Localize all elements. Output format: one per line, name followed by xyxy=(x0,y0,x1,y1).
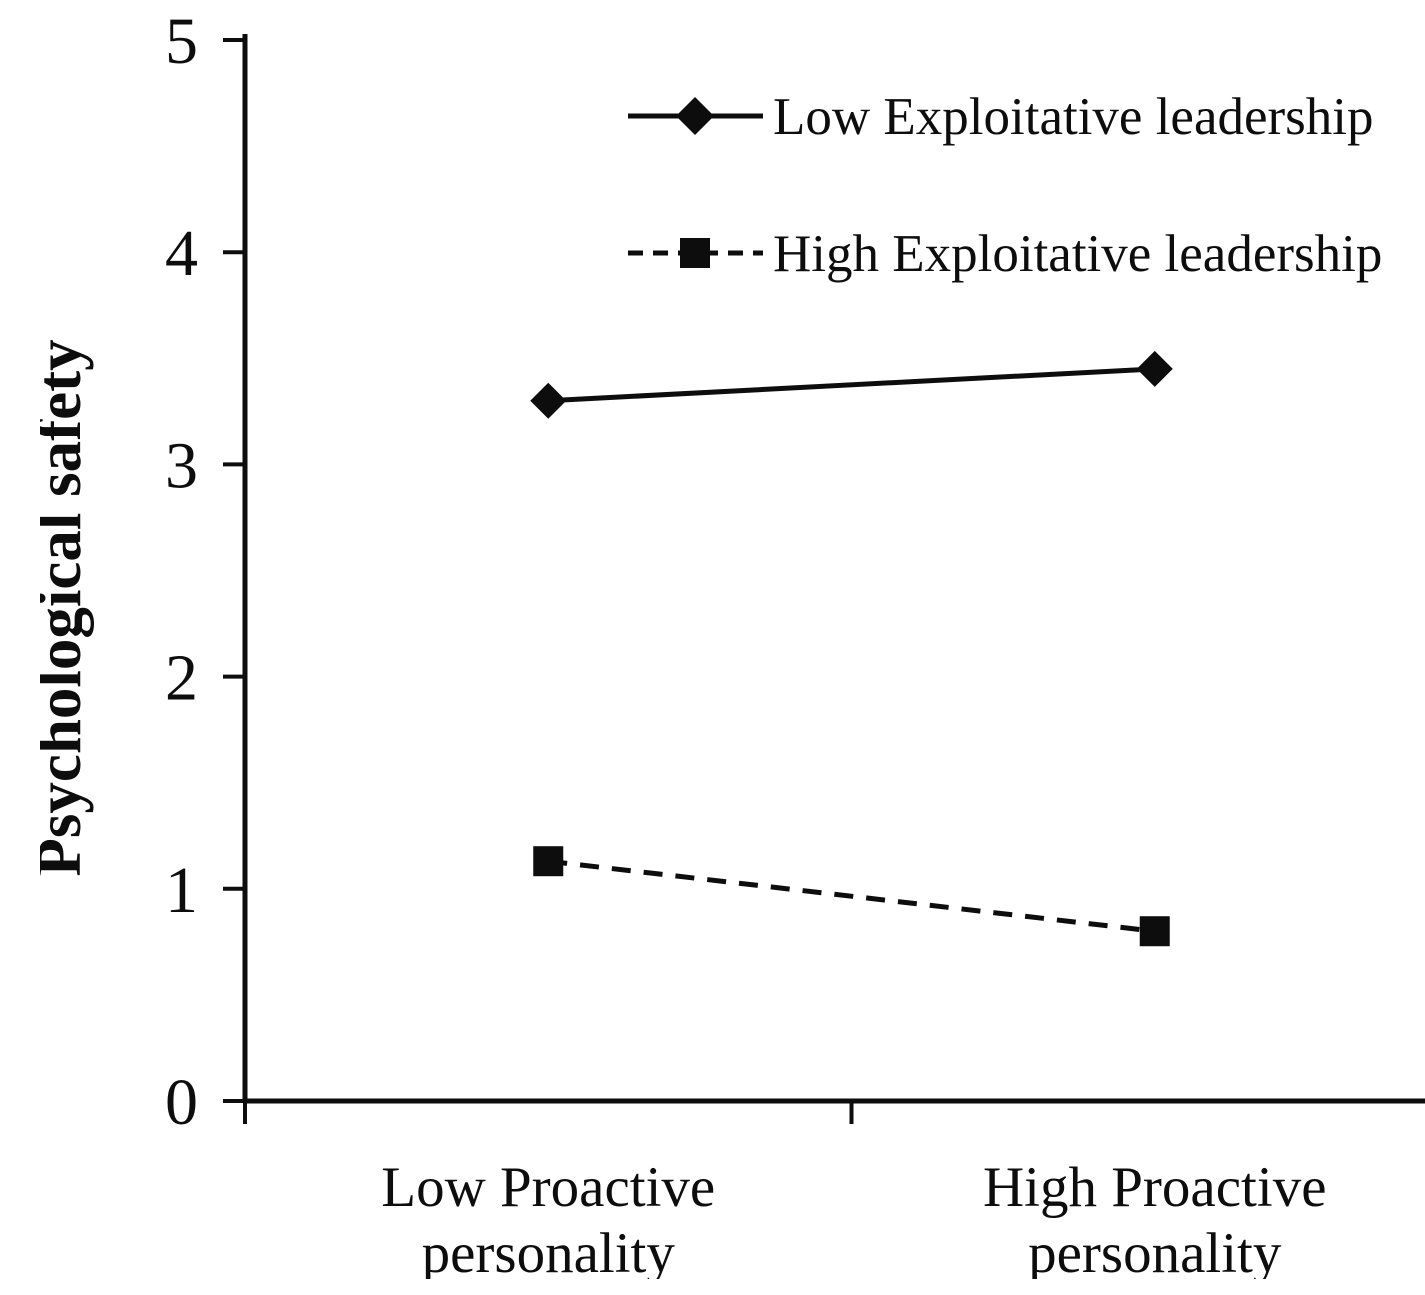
y-tick-label: 0 xyxy=(165,1066,198,1139)
legend-label: High Exploitative leadership xyxy=(773,225,1382,283)
y-tick-label: 5 xyxy=(165,16,198,78)
y-axis-title: Psychological safety xyxy=(40,339,94,876)
data-marker-square xyxy=(1139,916,1170,947)
y-tick-label: 4 xyxy=(165,217,198,290)
chart-svg: 0 1 2 3 4 5 Low Proactive personality High Proac… xyxy=(40,16,1425,1279)
legend-marker-square xyxy=(680,238,710,268)
legend-entry: Low Exploitative leadership xyxy=(628,88,1374,146)
x-category-label: Low Proactive personality xyxy=(381,1156,715,1279)
x-category-label: High Proactive personality xyxy=(983,1156,1327,1279)
data-marker-diamond xyxy=(530,382,567,419)
series-line-0 xyxy=(548,366,1155,404)
legend-entry: High Exploitative leadership xyxy=(628,225,1382,283)
data-marker-diamond xyxy=(1136,350,1173,387)
data-marker-square xyxy=(533,846,564,877)
y-tick-label: 3 xyxy=(165,429,198,502)
interaction-plot-figure: 0 1 2 3 4 5 Low Proactive personality High Proac… xyxy=(40,16,1425,1279)
series-line-1 xyxy=(547,858,1156,934)
y-tick-label: 2 xyxy=(165,642,198,715)
y-tick-label: 1 xyxy=(165,854,198,927)
legend-marker-diamond xyxy=(676,97,714,135)
legend-label: Low Exploitative leadership xyxy=(773,88,1374,146)
